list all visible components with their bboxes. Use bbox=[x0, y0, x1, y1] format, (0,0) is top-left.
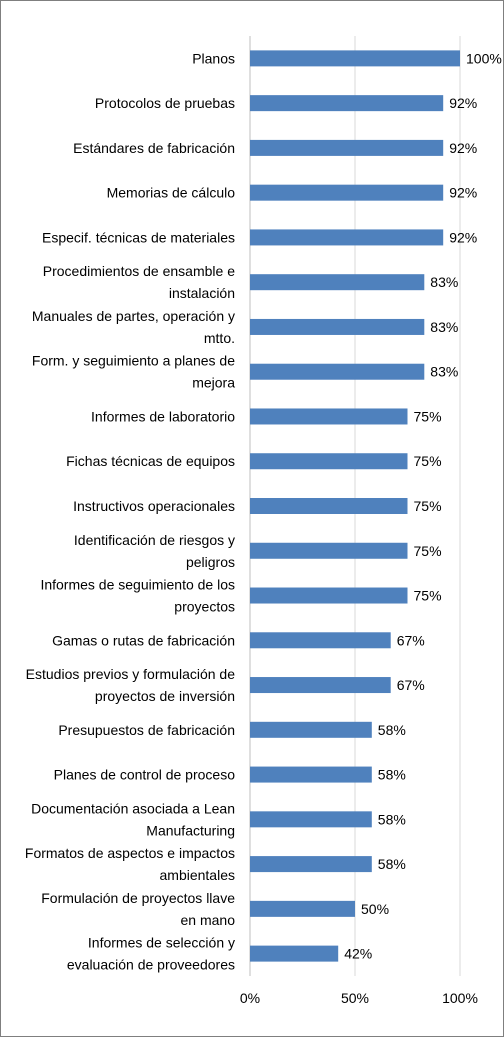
category-label: Presupuestos de fabricación bbox=[58, 722, 235, 738]
category-label-line: proyectos bbox=[174, 599, 235, 615]
value-label: 75% bbox=[414, 408, 442, 424]
category-label-line: instalación bbox=[169, 285, 235, 301]
value-label: 75% bbox=[414, 453, 442, 469]
value-label: 58% bbox=[378, 722, 406, 738]
category-label-line: Documentación asociada a Lean bbox=[31, 800, 235, 816]
value-label: 75% bbox=[414, 543, 442, 559]
bar bbox=[250, 542, 408, 559]
category-label-line: Instructivos operacionales bbox=[73, 498, 235, 514]
category-label-line: Formulación de proyectos llave bbox=[41, 890, 235, 906]
bar bbox=[250, 139, 444, 156]
bar bbox=[250, 95, 444, 112]
x-tick-label: 0% bbox=[240, 990, 260, 1006]
category-label-line: Manufacturing bbox=[146, 822, 235, 838]
category-label: Informes de seguimiento de los proyectos bbox=[40, 577, 235, 615]
category-label-line: Estudios previos y formulación de bbox=[26, 666, 236, 682]
category-label: Informes de laboratorio bbox=[91, 408, 235, 424]
value-label: 42% bbox=[344, 946, 372, 962]
value-label: 92% bbox=[449, 185, 477, 201]
category-label-line: Informes de laboratorio bbox=[91, 408, 235, 424]
value-label: 50% bbox=[361, 901, 389, 917]
category-label-line: Form. y seguimiento a planes de bbox=[32, 353, 235, 369]
category-label: Documentación asociada a Lean Manufacturi… bbox=[31, 800, 235, 838]
bar bbox=[250, 587, 408, 604]
bar bbox=[250, 632, 391, 649]
bar bbox=[250, 900, 355, 917]
bar bbox=[250, 229, 444, 246]
bar bbox=[250, 677, 391, 694]
value-label: 83% bbox=[430, 364, 458, 380]
category-label-line: en mano bbox=[181, 912, 236, 928]
category-label: Formulación de proyectos llave en mano bbox=[41, 890, 235, 928]
bar bbox=[250, 50, 460, 67]
bar bbox=[250, 856, 372, 873]
value-label: 83% bbox=[430, 319, 458, 335]
bar bbox=[250, 498, 408, 514]
category-label-line: mejora bbox=[192, 375, 235, 391]
category-label: Gamas o rutas de fabricación bbox=[52, 632, 235, 648]
category-label: Identificación de riesgos y peligros bbox=[74, 532, 235, 570]
bar bbox=[250, 811, 372, 828]
category-label-line: Procedimientos de ensamble e bbox=[43, 263, 235, 279]
value-label: 58% bbox=[378, 856, 406, 872]
category-label-line: Formatos de aspectos e impactos bbox=[25, 845, 235, 861]
value-label: 58% bbox=[378, 767, 406, 783]
category-label-line: Planos bbox=[192, 50, 235, 66]
bar bbox=[250, 318, 425, 335]
category-label: Estudios previos y formulación de proyect… bbox=[26, 666, 236, 704]
bar bbox=[250, 766, 372, 783]
category-label: Planes de control de proceso bbox=[54, 767, 236, 783]
bar bbox=[250, 721, 372, 738]
category-label: Fichas técnicas de equipos bbox=[66, 453, 235, 469]
category-label: Procedimientos de ensamble e instalación bbox=[43, 263, 235, 301]
category-label-line: evaluación de proveedores bbox=[67, 957, 235, 973]
category-label-line: Especif. técnicas de materiales bbox=[42, 229, 235, 245]
value-label: 75% bbox=[414, 588, 442, 604]
category-label: Instructivos operacionales bbox=[73, 498, 235, 514]
category-label-line: proyectos de inversión bbox=[95, 688, 235, 704]
category-label-line: Protocolos de pruebas bbox=[95, 95, 235, 111]
bar bbox=[250, 363, 425, 380]
value-label: 100% bbox=[466, 50, 502, 66]
x-tick-label: 100% bbox=[442, 990, 478, 1006]
category-label-line: Informes de seguimiento de los bbox=[40, 577, 235, 593]
category-label-line: Planes de control de proceso bbox=[54, 767, 236, 783]
category-label: Protocolos de pruebas bbox=[95, 95, 235, 111]
category-label-line: Gamas o rutas de fabricación bbox=[52, 632, 235, 648]
category-label: Informes de selección y evaluación de pro… bbox=[67, 935, 235, 973]
category-label-line: Identificación de riesgos y bbox=[74, 532, 235, 548]
category-label: Estándares de fabricación bbox=[73, 140, 235, 156]
category-label: Memorias de cálculo bbox=[107, 185, 236, 201]
value-label: 67% bbox=[397, 677, 425, 693]
bar bbox=[250, 274, 425, 291]
x-tick-label: 50% bbox=[341, 990, 369, 1006]
category-label-line: Informes de selección y bbox=[88, 935, 235, 951]
category-label-line: Manuales de partes, operación y bbox=[32, 308, 235, 324]
value-label: 92% bbox=[449, 140, 477, 156]
value-label: 75% bbox=[414, 498, 442, 514]
value-label: 67% bbox=[397, 632, 425, 648]
category-label-line: ambientales bbox=[160, 867, 236, 883]
category-label-line: Fichas técnicas de equipos bbox=[66, 453, 235, 469]
bar bbox=[250, 945, 339, 962]
category-label: Form. y seguimiento a planes de mejora bbox=[32, 353, 235, 391]
bar bbox=[250, 408, 408, 425]
bar bbox=[250, 184, 444, 201]
value-label: 83% bbox=[430, 274, 458, 290]
category-label-line: Estándares de fabricación bbox=[73, 140, 235, 156]
category-label: Manuales de partes, operación y mtto. bbox=[32, 308, 235, 346]
bar bbox=[250, 453, 408, 470]
category-label: Especif. técnicas de materiales bbox=[42, 229, 235, 245]
category-label-line: peligros bbox=[186, 554, 235, 570]
value-label: 58% bbox=[378, 811, 406, 827]
category-label-line: mtto. bbox=[204, 330, 235, 346]
category-label-line: Presupuestos de fabricación bbox=[58, 722, 235, 738]
category-label-line: Memorias de cálculo bbox=[107, 185, 236, 201]
category-label: Planos bbox=[192, 50, 235, 66]
value-label: 92% bbox=[449, 229, 477, 245]
value-label: 92% bbox=[449, 95, 477, 111]
category-label: Formatos de aspectos e impactos ambiental… bbox=[25, 845, 235, 883]
